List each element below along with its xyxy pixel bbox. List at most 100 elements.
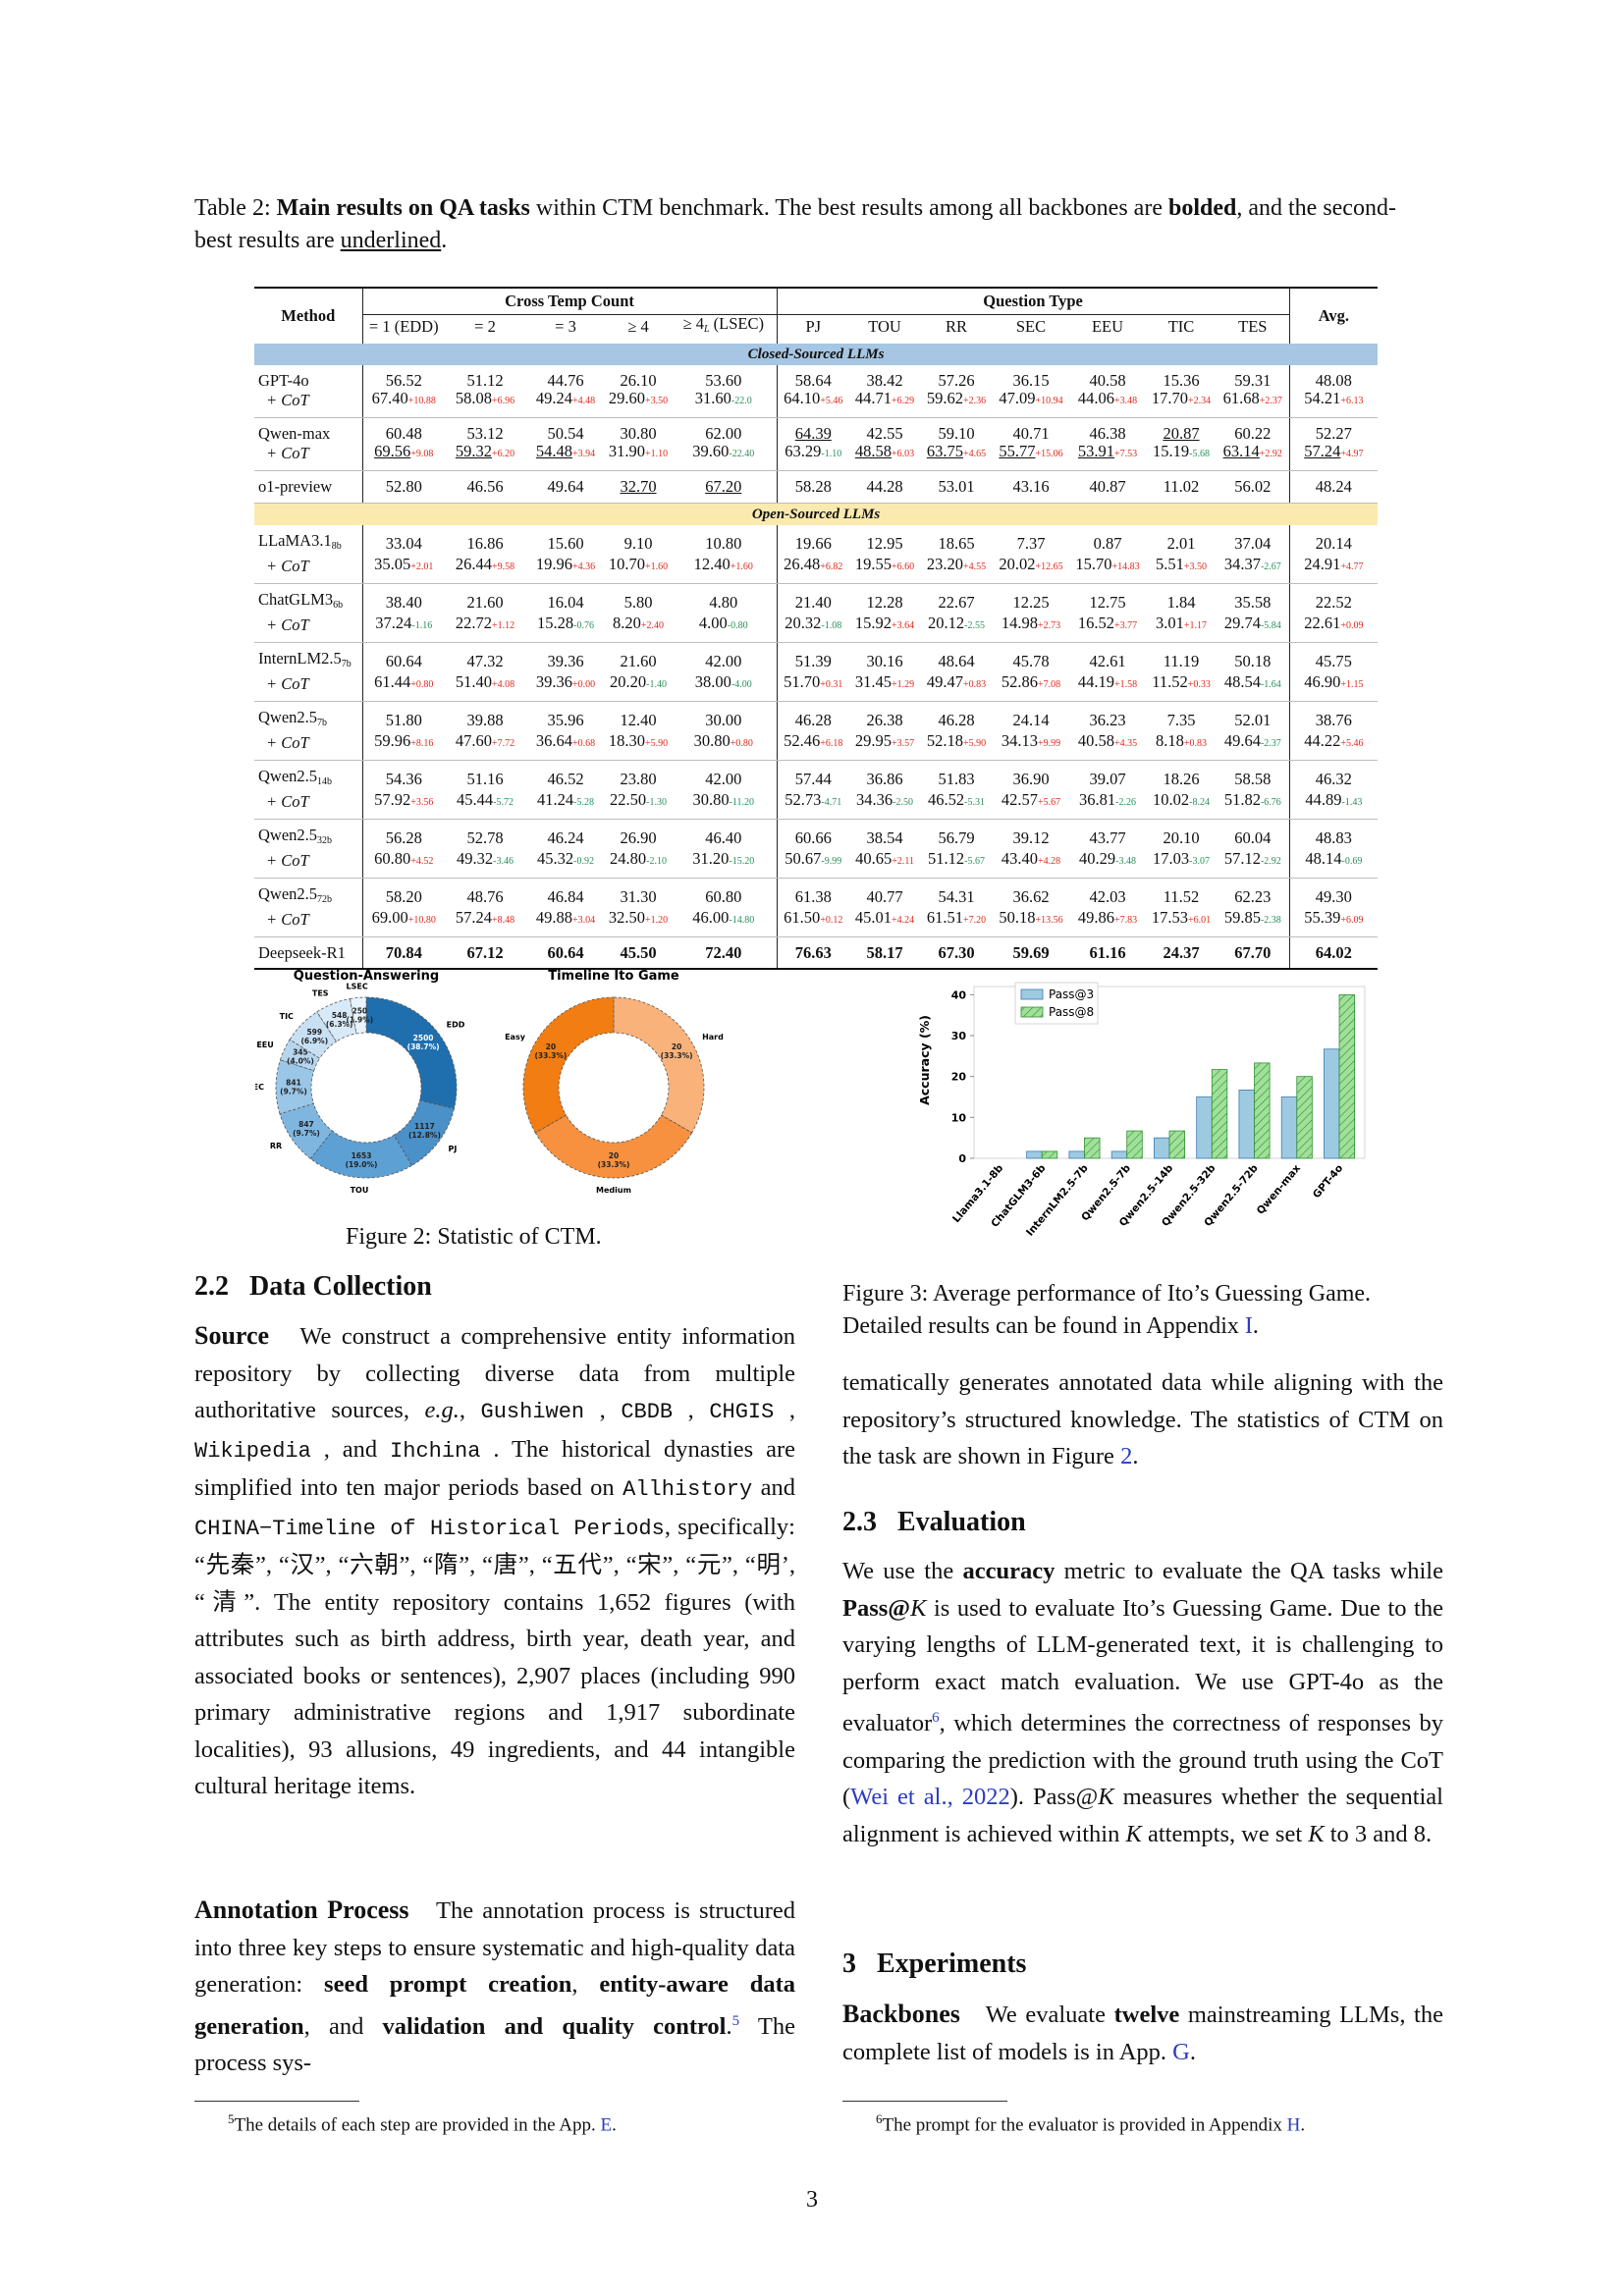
cell-value: 38.42 — [866, 371, 903, 390]
table-cell: 18.26 — [1146, 761, 1217, 792]
table-cell: 20.14 — [1288, 525, 1379, 556]
slice-count: 1117 — [414, 1122, 435, 1131]
table-cell: 15.36 — [1146, 365, 1217, 390]
y-axis-label: Accuracy (%) — [917, 1015, 932, 1105]
cell-value: 49.64 — [1223, 731, 1261, 750]
delta-value: +6.29 — [892, 396, 915, 406]
cell-value: 50.54 — [547, 424, 584, 443]
table-cell: 8.20+2.40 — [606, 614, 671, 643]
cell-value: 20.87 — [1163, 424, 1200, 443]
delta-value: +7.08 — [1038, 679, 1061, 690]
cell-value: 22.50 — [610, 790, 647, 809]
cell-value: 32.70 — [620, 477, 657, 496]
table-cell: 9.10 — [606, 525, 671, 556]
cell-value: 17.70 — [1151, 389, 1188, 407]
cell-value: 70.84 — [385, 943, 422, 962]
table-cell: 46.32 — [1288, 760, 1379, 791]
legend-swatch-pass3 — [1020, 988, 1044, 1000]
figure3-caption: Figure 3: Average performance of Ito’s G… — [842, 1278, 1451, 1343]
slice-label: TES — [312, 988, 329, 997]
slice-label: LSEC — [347, 982, 368, 990]
slice-percent: (4.0%) — [287, 1057, 314, 1066]
citation-wei-2022[interactable]: Wei et al., 2022 — [850, 1784, 1010, 1811]
table-cell: 52.73-4.71 — [776, 791, 850, 820]
cell-value: 31.60 — [694, 389, 731, 407]
table-row-cot: + CoT 57.92+3.56 45.44-5.72 41.24-5.28 22.50… — [254, 790, 1379, 820]
delta-value: +7.20 — [963, 915, 987, 926]
table-cell: 50.67-9.99 — [776, 850, 850, 879]
text: We construct a comprehensive entity info… — [194, 1323, 796, 1423]
model-name-text: ChatGLM3 — [258, 590, 334, 609]
text: metric to evaluate the QA tasks while — [1055, 1558, 1443, 1584]
table-cell: 47.32 — [445, 643, 525, 674]
footnote-6-ref[interactable]: 6 — [932, 1710, 940, 1726]
table-cell: 51.12-5.67 — [920, 850, 994, 879]
annotation-paragraph: Annotation Process The annotation proces… — [194, 1892, 795, 2082]
cell-value: 51.70 — [784, 672, 821, 691]
table-cell: 42.61 — [1069, 643, 1146, 674]
table-cell: 46.56 — [445, 470, 525, 504]
cell-value: 64.39 — [794, 424, 832, 443]
cell-value: 36.62 — [1012, 887, 1050, 906]
delta-value: +1.17 — [1183, 620, 1208, 631]
table-row-cot: + CoT 69.00+10.80 57.24+8.48 49.88+3.04 32.5… — [254, 908, 1379, 937]
cell-value: 49.47 — [926, 672, 963, 691]
cell-value: 29.60 — [608, 389, 645, 407]
table-cell: 59.62+2.36 — [920, 390, 994, 418]
cell-value: 37.04 — [1234, 534, 1272, 553]
cell-value: 57.92 — [374, 790, 411, 809]
delta-value: +3.57 — [892, 738, 915, 749]
bar-pass3-qwen2.5-14b — [1154, 1137, 1170, 1159]
appendix-e-link[interactable]: E — [600, 2114, 613, 2136]
delta-value: +4.77 — [1340, 561, 1364, 572]
table-cell: 60.48 — [361, 417, 445, 443]
cell-value: 39.36 — [535, 672, 572, 691]
model-name-text: Qwen2.5 — [258, 767, 318, 785]
y-tick-label: 10 — [951, 1111, 967, 1124]
figure-2-link[interactable]: 2 — [1120, 1443, 1133, 1469]
cell-value: 31.45 — [854, 672, 892, 691]
slice-label: RR — [270, 1142, 282, 1150]
appendix-h-link[interactable]: H — [1286, 2114, 1301, 2136]
table-cell: 15.70+14.83 — [1069, 556, 1147, 584]
cell-value: 55.39 — [1304, 908, 1341, 927]
table-cell: 60.80 — [671, 879, 777, 910]
cell-value: 46.24 — [547, 828, 584, 847]
model-size: 6b — [333, 600, 344, 611]
cell-value: 53.12 — [466, 424, 504, 443]
footnote-5-ref[interactable]: 5 — [731, 2012, 740, 2029]
model-size: 7b — [341, 659, 352, 669]
appendix-g-link[interactable]: G — [1172, 2038, 1190, 2065]
cell-value: 1.84 — [1166, 593, 1196, 612]
delta-value: -0.69 — [1341, 856, 1363, 867]
cell-value: 57.26 — [938, 371, 975, 390]
delta-value: -11.20 — [729, 797, 755, 808]
table-row-cot: + CoT 61.44+0.80 51.40+4.08 39.36+0.00 20.20… — [254, 672, 1379, 702]
cell-value: 51.16 — [466, 770, 504, 788]
table-cell: 52.18+5.90 — [920, 732, 994, 761]
table-cell: 36.62 — [993, 879, 1069, 910]
eg-text: e.g. — [424, 1397, 460, 1423]
slice-percent: (6.9%) — [300, 1037, 328, 1045]
table-cell: 70.84 — [361, 936, 445, 970]
cell-value: 29.95 — [854, 731, 892, 750]
table-cell: 2.01 — [1146, 525, 1217, 556]
cell-value: 24.14 — [1012, 711, 1050, 729]
cell-value: 45.32 — [537, 849, 574, 868]
delta-value: -4.00 — [731, 679, 752, 690]
appendix-i-link[interactable]: I — [1244, 1313, 1253, 1339]
col-header: ≥ 4L (LSEC) — [671, 314, 778, 344]
model-name: Qwen2.57b — [254, 702, 362, 733]
delta-value: -2.92 — [1260, 856, 1281, 867]
delta-value: +0.80 — [730, 738, 753, 749]
table-cell: 39.36 — [525, 643, 606, 674]
delta-value: -5.28 — [573, 797, 594, 808]
bold-text: seed prompt creation — [324, 1971, 572, 1998]
table-cell: 35.05+2.01 — [361, 556, 445, 584]
table-cell: 48.14-0.69 — [1288, 850, 1379, 879]
text: The prompt for the evaluator is provided… — [882, 2114, 1287, 2136]
model-name: ChatGLM36b — [254, 584, 362, 615]
table-cell: 32.70 — [606, 470, 671, 504]
cell-value: 30.16 — [866, 652, 903, 670]
table-cell: 40.65+2.11 — [849, 850, 921, 879]
